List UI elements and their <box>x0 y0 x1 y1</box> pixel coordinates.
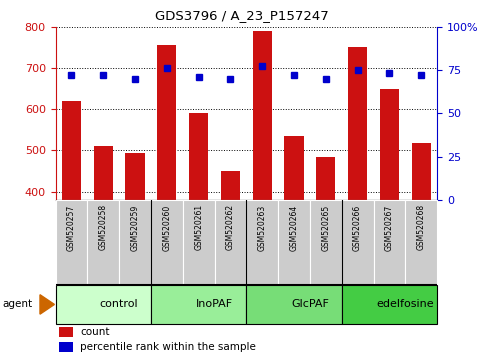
Text: count: count <box>80 327 110 337</box>
Text: GSM520259: GSM520259 <box>130 204 140 251</box>
Bar <box>59 327 73 337</box>
Bar <box>56 200 87 285</box>
Text: agent: agent <box>2 299 32 309</box>
Bar <box>310 200 342 285</box>
Bar <box>348 47 367 354</box>
Bar <box>214 200 246 285</box>
Bar <box>246 285 342 324</box>
Bar <box>56 285 151 324</box>
Bar <box>342 285 437 324</box>
Bar <box>87 200 119 285</box>
Text: InoPAF: InoPAF <box>196 299 233 309</box>
Text: GSM520266: GSM520266 <box>353 204 362 251</box>
Bar <box>157 45 176 354</box>
Bar <box>278 200 310 285</box>
Text: GDS3796 / A_23_P157247: GDS3796 / A_23_P157247 <box>155 9 328 22</box>
Bar <box>119 200 151 285</box>
Bar <box>373 200 405 285</box>
Text: GSM520257: GSM520257 <box>67 204 76 251</box>
Text: GSM520268: GSM520268 <box>417 204 426 250</box>
Bar <box>253 31 272 354</box>
Bar <box>59 342 73 352</box>
Bar <box>183 200 214 285</box>
Text: edelfosine: edelfosine <box>377 299 434 309</box>
Bar <box>189 113 208 354</box>
Bar <box>412 143 431 354</box>
Bar <box>342 200 373 285</box>
Text: GSM520260: GSM520260 <box>162 204 171 251</box>
Text: percentile rank within the sample: percentile rank within the sample <box>80 342 256 352</box>
Text: GSM520267: GSM520267 <box>385 204 394 251</box>
Text: GSM520265: GSM520265 <box>321 204 330 251</box>
Text: GSM520261: GSM520261 <box>194 204 203 250</box>
Text: control: control <box>100 299 139 309</box>
Bar <box>94 146 113 354</box>
Bar <box>316 158 335 354</box>
Text: GlcPAF: GlcPAF <box>291 299 329 309</box>
Bar <box>405 200 437 285</box>
Bar <box>246 200 278 285</box>
Bar <box>380 89 399 354</box>
Text: GSM520263: GSM520263 <box>258 204 267 251</box>
Bar <box>126 153 144 354</box>
Bar <box>151 200 183 285</box>
Polygon shape <box>40 295 55 314</box>
Bar <box>62 101 81 354</box>
Bar <box>284 136 303 354</box>
Text: GSM520264: GSM520264 <box>289 204 298 251</box>
Bar <box>151 285 246 324</box>
Bar <box>221 171 240 354</box>
Text: GSM520262: GSM520262 <box>226 204 235 250</box>
Text: GSM520258: GSM520258 <box>99 204 108 250</box>
